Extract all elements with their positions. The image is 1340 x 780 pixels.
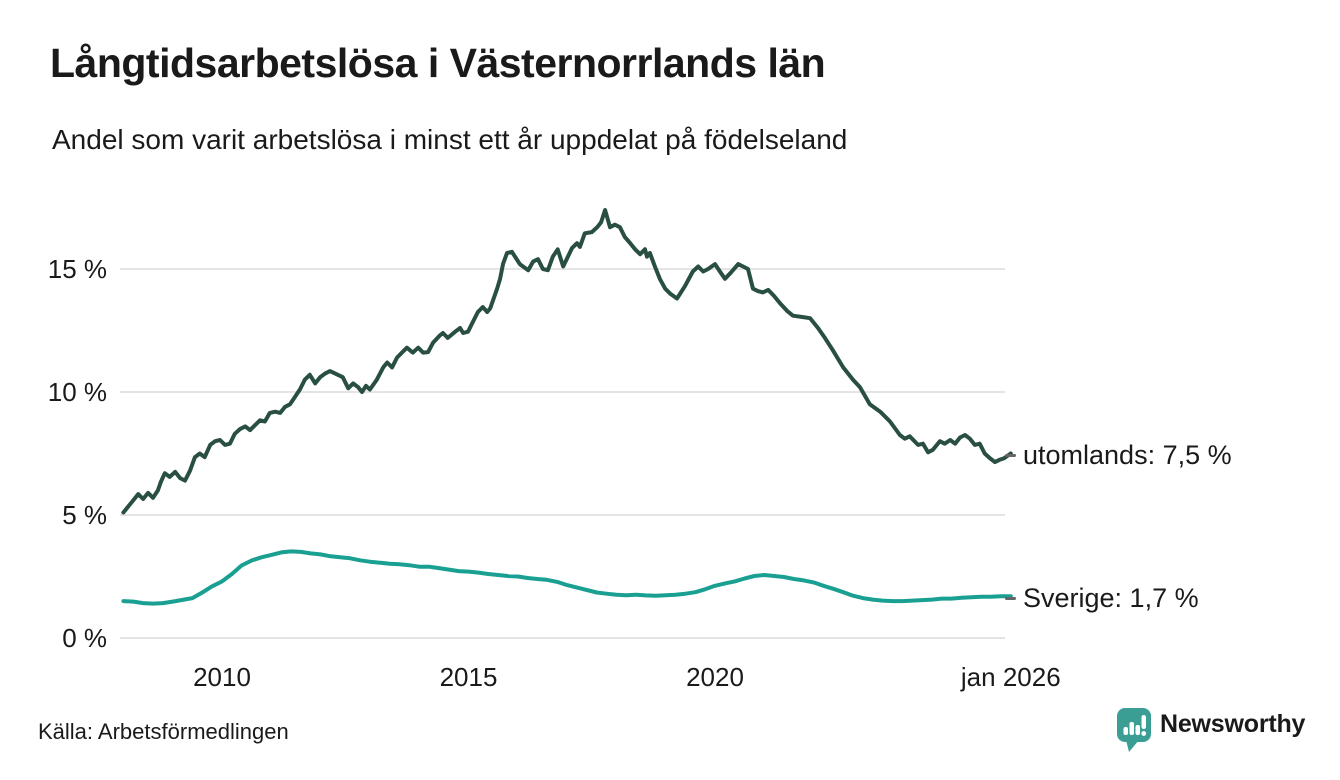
x-tick-label: jan 2026 (960, 662, 1061, 692)
series-label-text: Sverige: 1,7 % (1023, 582, 1199, 613)
leader-dash-icon (1005, 454, 1016, 457)
newsworthy-wordmark: Newsworthy (1160, 710, 1306, 738)
utomlands-line (121, 208, 1013, 515)
chart-subtitle: Andel som varit arbetslösa i minst ett å… (52, 124, 848, 155)
leader-dash-icon (1005, 596, 1016, 600)
newsworthy-logo: Newsworthy (1117, 706, 1305, 752)
chart-title: Långtidsarbetslösa i Västernorrlands län (50, 40, 826, 86)
x-tick-label: 2020 (686, 662, 744, 692)
newsworthy-pin-barchart-icon (1117, 708, 1151, 752)
sverige-line (121, 549, 1013, 606)
x-tick-label: 2010 (193, 662, 251, 692)
y-tick-label: 0 % (62, 623, 107, 653)
y-tick-label: 15 % (47, 254, 107, 284)
source-note: Källa: Arbetsförmedlingen (38, 719, 289, 744)
series-label-text: utomlands: 7,5 % (1023, 440, 1232, 470)
x-tick-label: 2015 (439, 662, 498, 692)
series-label-utomlands: utomlands: 7,5 % (1005, 440, 1232, 471)
series-label-sverige: Sverige: 1,7 % (1005, 583, 1199, 613)
y-tick-label: 10 % (47, 377, 107, 407)
y-tick-label: 5 % (62, 500, 107, 530)
